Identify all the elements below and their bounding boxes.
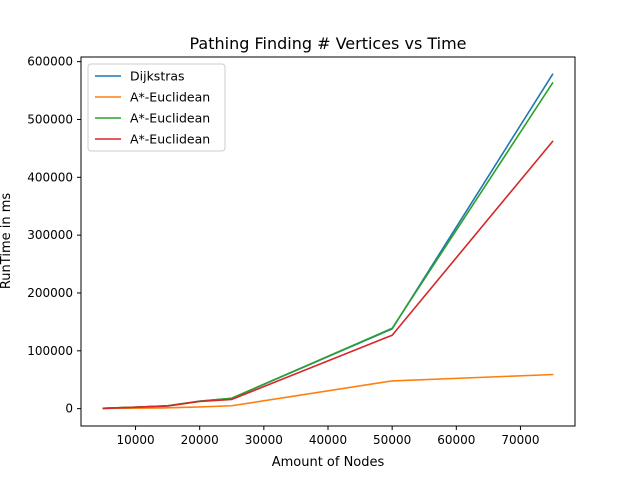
legend-label-4: A*-Euclidean	[130, 132, 210, 147]
x-tick-label: 30000	[245, 433, 283, 447]
series-line-4	[102, 140, 554, 410]
legend-label-2: A*-Euclidean	[130, 90, 210, 105]
y-tick-label: 100000	[27, 344, 73, 358]
x-tick-label: 20000	[181, 433, 219, 447]
y-axis: 0 100000 200000 300000 400000 500000 600000	[27, 55, 81, 416]
x-tick-label: 10000	[116, 433, 154, 447]
x-tick-label: 40000	[309, 433, 347, 447]
series-layer	[102, 73, 554, 410]
legend-frame	[87, 63, 226, 152]
y-tick-label: 500000	[27, 112, 73, 126]
x-axis: 10000 20000 30000 40000 50000 60000 70000	[116, 426, 540, 447]
y-tick-label: 400000	[27, 170, 73, 184]
chart-title: Pathing Finding # Vertices vs Time	[189, 34, 466, 53]
x-tick-label: 50000	[373, 433, 411, 447]
legend-label-3: A*-Euclidean	[130, 111, 210, 126]
series-line-2	[102, 373, 554, 410]
x-tick-label: 70000	[501, 433, 539, 447]
y-tick-label: 0	[65, 402, 73, 416]
legend-label-1: Dijkstras	[130, 69, 185, 84]
y-tick-label: 600000	[27, 55, 73, 69]
legend: Dijkstras A*-Euclidean A*-Euclidean A*-Eucl…	[87, 63, 226, 152]
x-tick-label: 60000	[437, 433, 475, 447]
y-axis-label: RunTime in ms	[0, 193, 14, 290]
y-tick-label: 300000	[27, 228, 73, 242]
x-axis-label: Amount of Nodes	[272, 455, 385, 470]
y-tick-label: 200000	[27, 286, 73, 300]
